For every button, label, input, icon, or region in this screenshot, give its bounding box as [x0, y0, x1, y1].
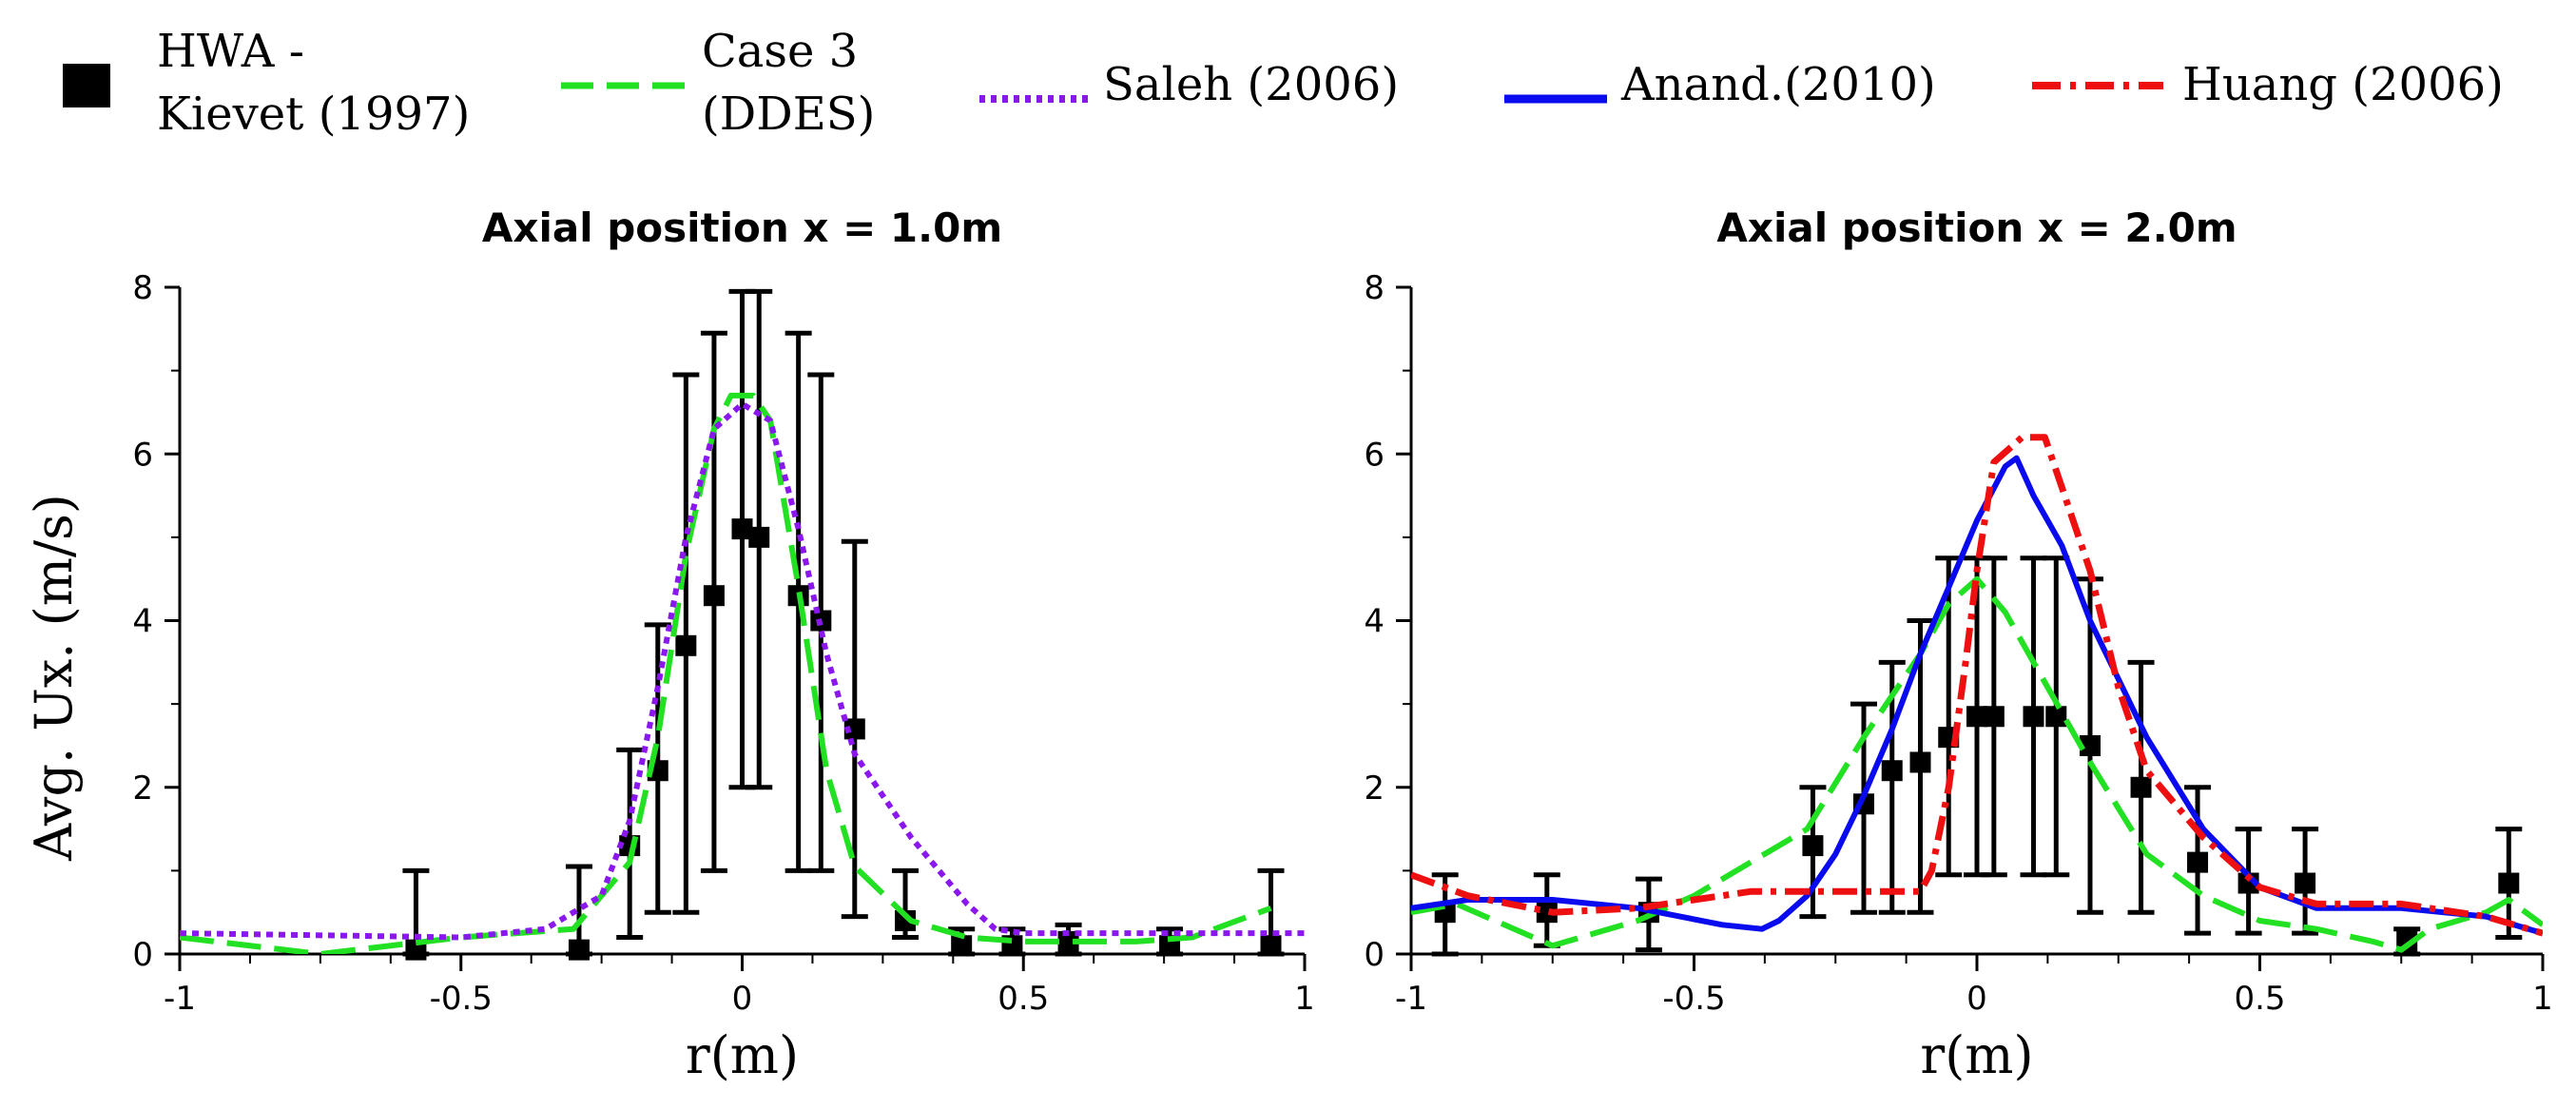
- legend-anand-label: Anand.(2010): [1620, 58, 1936, 111]
- series-line-huang: [1411, 434, 2543, 937]
- data-point: [895, 909, 917, 931]
- legend: HWA - Kievet (1997) Case 3 (DDES) Saleh …: [63, 25, 2504, 141]
- y-tick-label: 2: [132, 769, 153, 808]
- y-tick-label: 2: [1364, 769, 1385, 808]
- y-tick-label: 0: [132, 936, 153, 974]
- y-tick-label: 4: [1364, 603, 1385, 641]
- data-point: [1260, 935, 1282, 957]
- y-tick-label: 0: [1364, 936, 1385, 974]
- chart-title: Axial position x = 2.0m: [1716, 204, 2237, 251]
- y-axis-label: Avg. Ux. (m/s): [24, 494, 84, 862]
- legend-huang-label: Huang (2006): [2182, 58, 2504, 111]
- data-point: [568, 939, 590, 961]
- x-tick-label: -1: [164, 980, 196, 1018]
- legend-hwa-marker: [63, 64, 110, 107]
- data-point: [2023, 706, 2044, 728]
- data-point: [1983, 706, 2005, 728]
- x-tick-label: 0.5: [997, 980, 1049, 1018]
- data-point: [2080, 734, 2101, 756]
- chart-axial-2m: Axial position x = 2.0m 0 2 4 6 8 -1 -0.5 0 0.5 1 r…: [1364, 204, 2552, 1085]
- x-tick-label: 0.5: [2234, 980, 2285, 1018]
- data-point: [748, 526, 770, 548]
- data-point: [1536, 902, 1558, 924]
- x-tick-label: 1: [2532, 980, 2553, 1018]
- x-tick-label: -1: [1395, 980, 1427, 1018]
- x-tick-label: 0: [732, 980, 753, 1018]
- data-point: [1881, 760, 1903, 782]
- data-point: [2045, 706, 2067, 728]
- x-tick-label: 0: [1966, 980, 1987, 1018]
- data-point: [703, 585, 725, 607]
- data-point: [951, 935, 973, 957]
- x-tick-label: -0.5: [430, 980, 493, 1018]
- series-hwa: [1431, 555, 2523, 957]
- data-point: [2130, 776, 2152, 798]
- data-point: [1057, 930, 1079, 952]
- data-point: [675, 634, 697, 656]
- legend-hwa-label-2: Kievet (1997): [157, 88, 470, 141]
- y-tick-label: 6: [132, 436, 153, 474]
- legend-case3-label-2: (DDES): [702, 88, 875, 141]
- legend-case3-label-1: Case 3: [702, 25, 858, 78]
- series-line-saleh: [180, 400, 1305, 941]
- series-line-case3: [1411, 575, 2543, 953]
- y-tick-label: 8: [1364, 269, 1385, 307]
- data-point: [2295, 872, 2316, 894]
- chart-axial-1m: Axial position x = 1.0m 0 2 4 6 8 -1 -0.5 0 0.5 1 r…: [132, 204, 1314, 1085]
- y-tick-label: 8: [132, 269, 153, 307]
- y-tick-label: 4: [132, 603, 153, 641]
- data-point: [1802, 835, 1824, 857]
- legend-saleh-label: Saleh (2006): [1103, 58, 1399, 111]
- x-tick-label: -0.5: [1662, 980, 1725, 1018]
- data-point: [843, 718, 865, 740]
- x-tick-label: 1: [1294, 980, 1315, 1018]
- chart-title: Axial position x = 1.0m: [482, 204, 1002, 251]
- data-point: [2498, 872, 2520, 894]
- data-point: [2187, 851, 2209, 873]
- legend-hwa-label-1: HWA -: [157, 25, 304, 78]
- x-axis-label: r(m): [686, 1025, 799, 1085]
- data-point: [1966, 706, 1987, 728]
- y-tick-label: 6: [1364, 436, 1385, 474]
- x-axis-label: r(m): [1920, 1025, 2033, 1085]
- data-point: [1909, 751, 1931, 773]
- series-hwa: [402, 288, 1285, 961]
- data-point: [731, 518, 753, 540]
